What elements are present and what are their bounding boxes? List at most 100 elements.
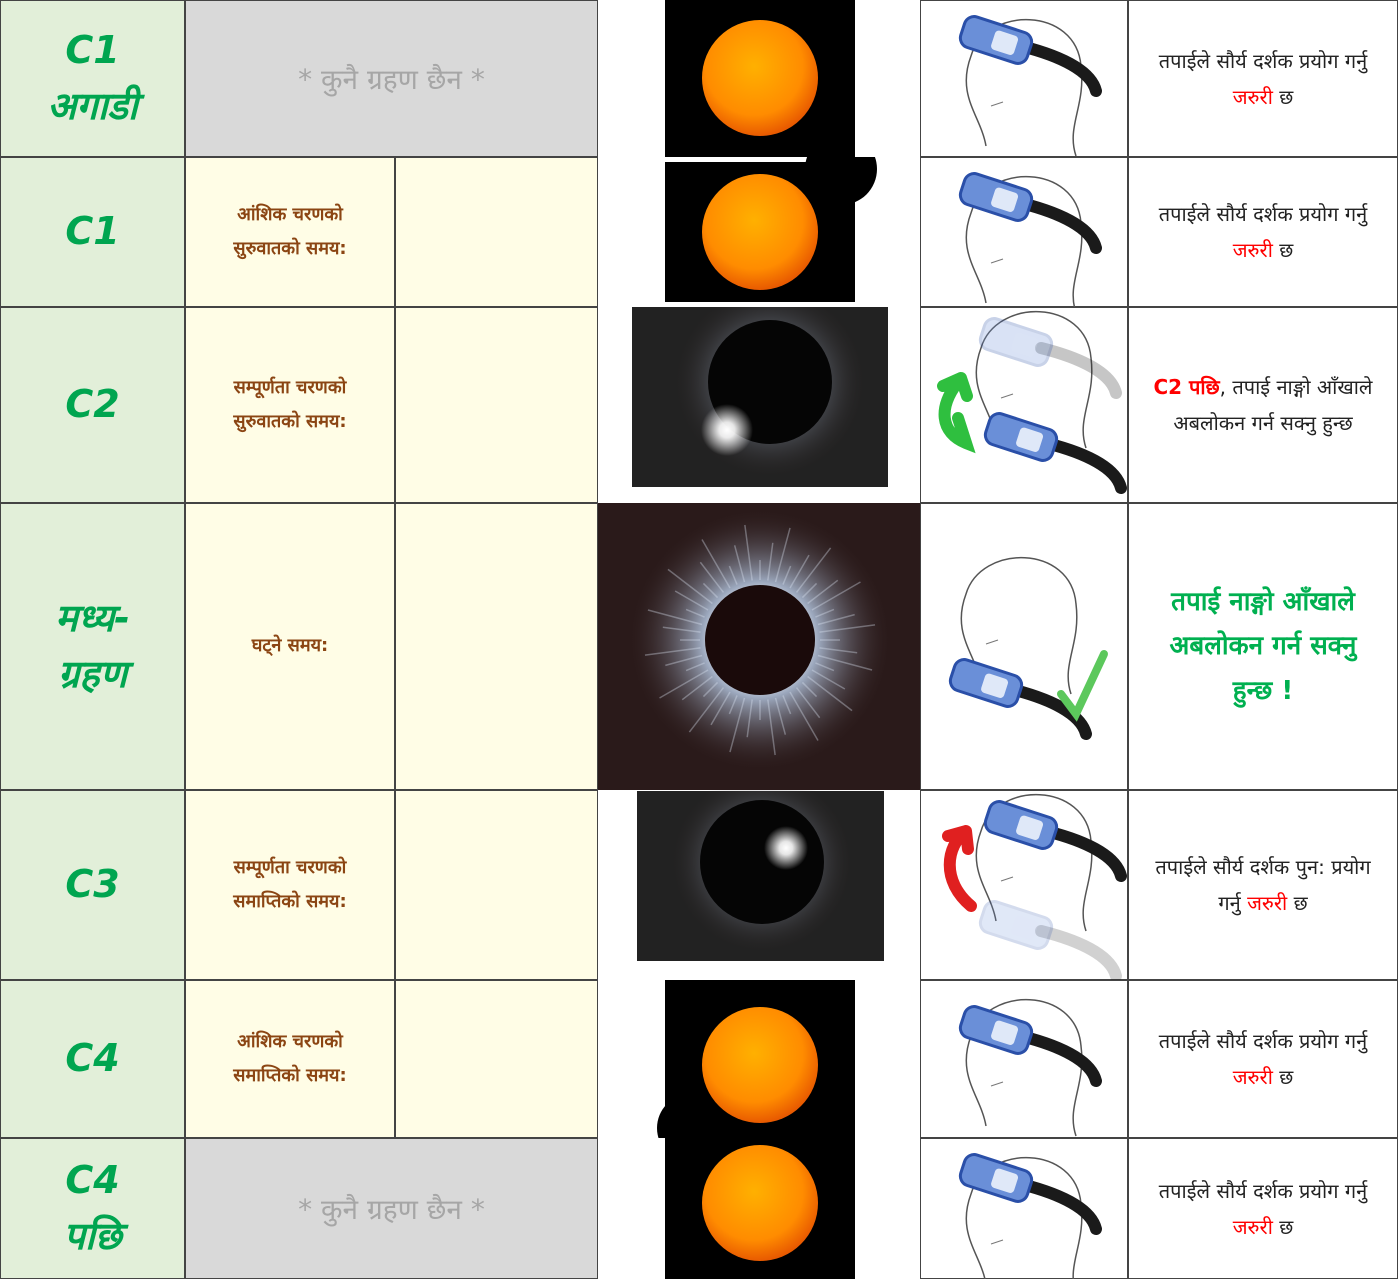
moon bbox=[705, 585, 815, 695]
description-line: समाप्तिको समय: bbox=[233, 885, 346, 919]
illustration bbox=[921, 1, 1129, 158]
illustration bbox=[598, 790, 920, 980]
description-text: घट्ने समय: bbox=[252, 635, 329, 656]
instruction-text: C2 पछि bbox=[1154, 375, 1220, 399]
instruction-cell: तपाईले सौर्य दर्शक प्रयोग गर्नु जरुरी छ bbox=[1128, 157, 1398, 307]
phase-line: C1 bbox=[65, 204, 119, 259]
time-cell bbox=[395, 980, 598, 1138]
description-line: समाप्तिको समय: bbox=[233, 1059, 346, 1093]
description-text: आंशिक चरणको bbox=[237, 1031, 343, 1052]
illustration bbox=[921, 981, 1129, 1139]
glasses-cell bbox=[920, 1138, 1128, 1279]
sun bbox=[702, 174, 818, 290]
illustration bbox=[598, 157, 920, 307]
eclipse-image-cell bbox=[598, 790, 920, 980]
instruction: C2 पछि, तपाई नाङ्गो आँखाले अबलोकन गर्न स… bbox=[1129, 369, 1397, 441]
phase-text: मध्य- bbox=[55, 596, 130, 640]
instruction: तपाईले सौर्य दर्शक प्रयोग गर्नु जरुरी छ bbox=[1129, 1173, 1397, 1245]
arrow bbox=[943, 378, 967, 443]
phase-line: C2 bbox=[65, 377, 119, 432]
illustration bbox=[921, 791, 1129, 981]
phase-line: अगाडी bbox=[47, 79, 137, 134]
instruction-text: छ bbox=[1287, 891, 1307, 915]
glasses-arm bbox=[1041, 931, 1116, 976]
illustration bbox=[598, 503, 920, 790]
instruction-text: तपाईले सौर्य दर्शक प्रयोग गर्नु bbox=[1159, 1179, 1367, 1203]
glasses-cell bbox=[920, 157, 1128, 307]
phase-cell: C4 पछि bbox=[0, 1138, 185, 1279]
phase-line: C1 bbox=[65, 23, 119, 78]
instruction-text: जरुरी bbox=[1233, 85, 1273, 109]
description-line: सम्पूर्णता चरणको bbox=[234, 371, 347, 405]
mouth bbox=[991, 1240, 1003, 1244]
instruction: तपाईले सौर्य दर्शक पुन: प्रयोग गर्नु जरु… bbox=[1129, 849, 1397, 921]
eclipse-image-cell bbox=[598, 157, 920, 307]
mouth bbox=[991, 1082, 1003, 1086]
glasses-arm bbox=[1046, 443, 1121, 488]
description-cell: सम्पूर्णता चरणकोसमाप्तिको समय: bbox=[185, 790, 395, 980]
glasses-arm bbox=[1041, 348, 1116, 393]
time-cell bbox=[395, 157, 598, 307]
instruction-cell: तपाईले सौर्य दर्शक पुन: प्रयोग गर्नु जरु… bbox=[1128, 790, 1398, 980]
instruction-text: तपाईले सौर्य दर्शक प्रयोग गर्नु bbox=[1159, 202, 1367, 226]
instruction: तपाईले सौर्य दर्शक प्रयोग गर्नु जरुरी छ bbox=[1129, 1023, 1397, 1095]
glasses-arm bbox=[1021, 1036, 1096, 1081]
phase-text: पछि bbox=[63, 1214, 121, 1258]
eclipse-image-cell bbox=[598, 980, 920, 1138]
instruction-cell: तपाई नाङ्गो आँखाले अबलोकन गर्न सक्नु हुन… bbox=[1128, 503, 1398, 790]
instruction-text: छ bbox=[1273, 1065, 1293, 1089]
illustration bbox=[598, 980, 920, 1138]
description-line: घट्ने समय: bbox=[252, 629, 329, 663]
description-text: सुरुवातको समय: bbox=[233, 238, 346, 259]
eclipse-image-cell bbox=[598, 503, 920, 790]
illustration bbox=[921, 308, 1129, 504]
moon bbox=[700, 800, 824, 924]
instruction-cell: तपाईले सौर्य दर्शक प्रयोग गर्नु जरुरी छ bbox=[1128, 1138, 1398, 1279]
phase-line: C3 bbox=[65, 857, 119, 912]
glasses-cell bbox=[920, 980, 1128, 1138]
description-line: सुरुवातको समय: bbox=[233, 405, 346, 439]
instruction-cell: तपाईले सौर्य दर्शक प्रयोग गर्नु जरुरी छ bbox=[1128, 0, 1398, 157]
description-text: समाप्तिको समय: bbox=[233, 891, 346, 912]
no-eclipse-cell: * कुनै ग्रहण छैन * bbox=[185, 1138, 598, 1279]
illustration bbox=[598, 0, 920, 157]
glasses-arm bbox=[1021, 203, 1096, 248]
instruction-text: जरुरी bbox=[1233, 1065, 1273, 1089]
eclipse-image-cell bbox=[598, 0, 920, 157]
mouth bbox=[991, 259, 1003, 263]
phase-cell: C1 bbox=[0, 157, 185, 307]
phase-line: मध्य- bbox=[55, 591, 130, 646]
instruction: तपाईले सौर्य दर्शक प्रयोग गर्नु जरुरी छ bbox=[1129, 196, 1397, 268]
description-text: समाप्तिको समय: bbox=[233, 1065, 346, 1086]
mouth bbox=[1001, 394, 1013, 398]
phase-line: पछि bbox=[63, 1209, 121, 1264]
mouth bbox=[986, 640, 998, 644]
description-text: सम्पूर्णता चरणको bbox=[234, 377, 347, 398]
description-line: सुरुवातको समय: bbox=[233, 232, 346, 266]
diamond bbox=[764, 826, 808, 870]
glasses-arm bbox=[1046, 831, 1121, 876]
arrow bbox=[948, 831, 971, 906]
no-eclipse-text: * कुनै ग्रहण छैन * bbox=[298, 60, 485, 98]
phase-cell: मध्य-ग्रहण bbox=[0, 503, 185, 790]
phase-text: C1 bbox=[65, 28, 119, 72]
illustration bbox=[598, 1138, 920, 1279]
instruction-text: जरुरी bbox=[1233, 1215, 1273, 1239]
phase-cell: C2 bbox=[0, 307, 185, 503]
instruction-text: छ bbox=[1273, 238, 1293, 262]
phase-cell: C3 bbox=[0, 790, 185, 980]
illustration bbox=[921, 504, 1129, 791]
instruction-text: तपाईले सौर्य दर्शक प्रयोग गर्नु bbox=[1159, 49, 1367, 73]
illustration bbox=[921, 1139, 1129, 1279]
illustration bbox=[598, 307, 920, 503]
phase-text: C3 bbox=[65, 862, 119, 906]
instruction-text: छ bbox=[1273, 85, 1293, 109]
description-line: आंशिक चरणको bbox=[237, 198, 343, 232]
instruction-text: जरुरी bbox=[1233, 238, 1273, 262]
phase-text: C2 bbox=[65, 382, 119, 426]
phase-text: C4 bbox=[65, 1158, 119, 1202]
instruction-text: तपाईले सौर्य दर्शक प्रयोग गर्नु bbox=[1159, 1029, 1367, 1053]
instruction-text: छ bbox=[1273, 1215, 1293, 1239]
phase-text: C4 bbox=[65, 1036, 119, 1080]
phase-text: C1 bbox=[65, 209, 119, 253]
